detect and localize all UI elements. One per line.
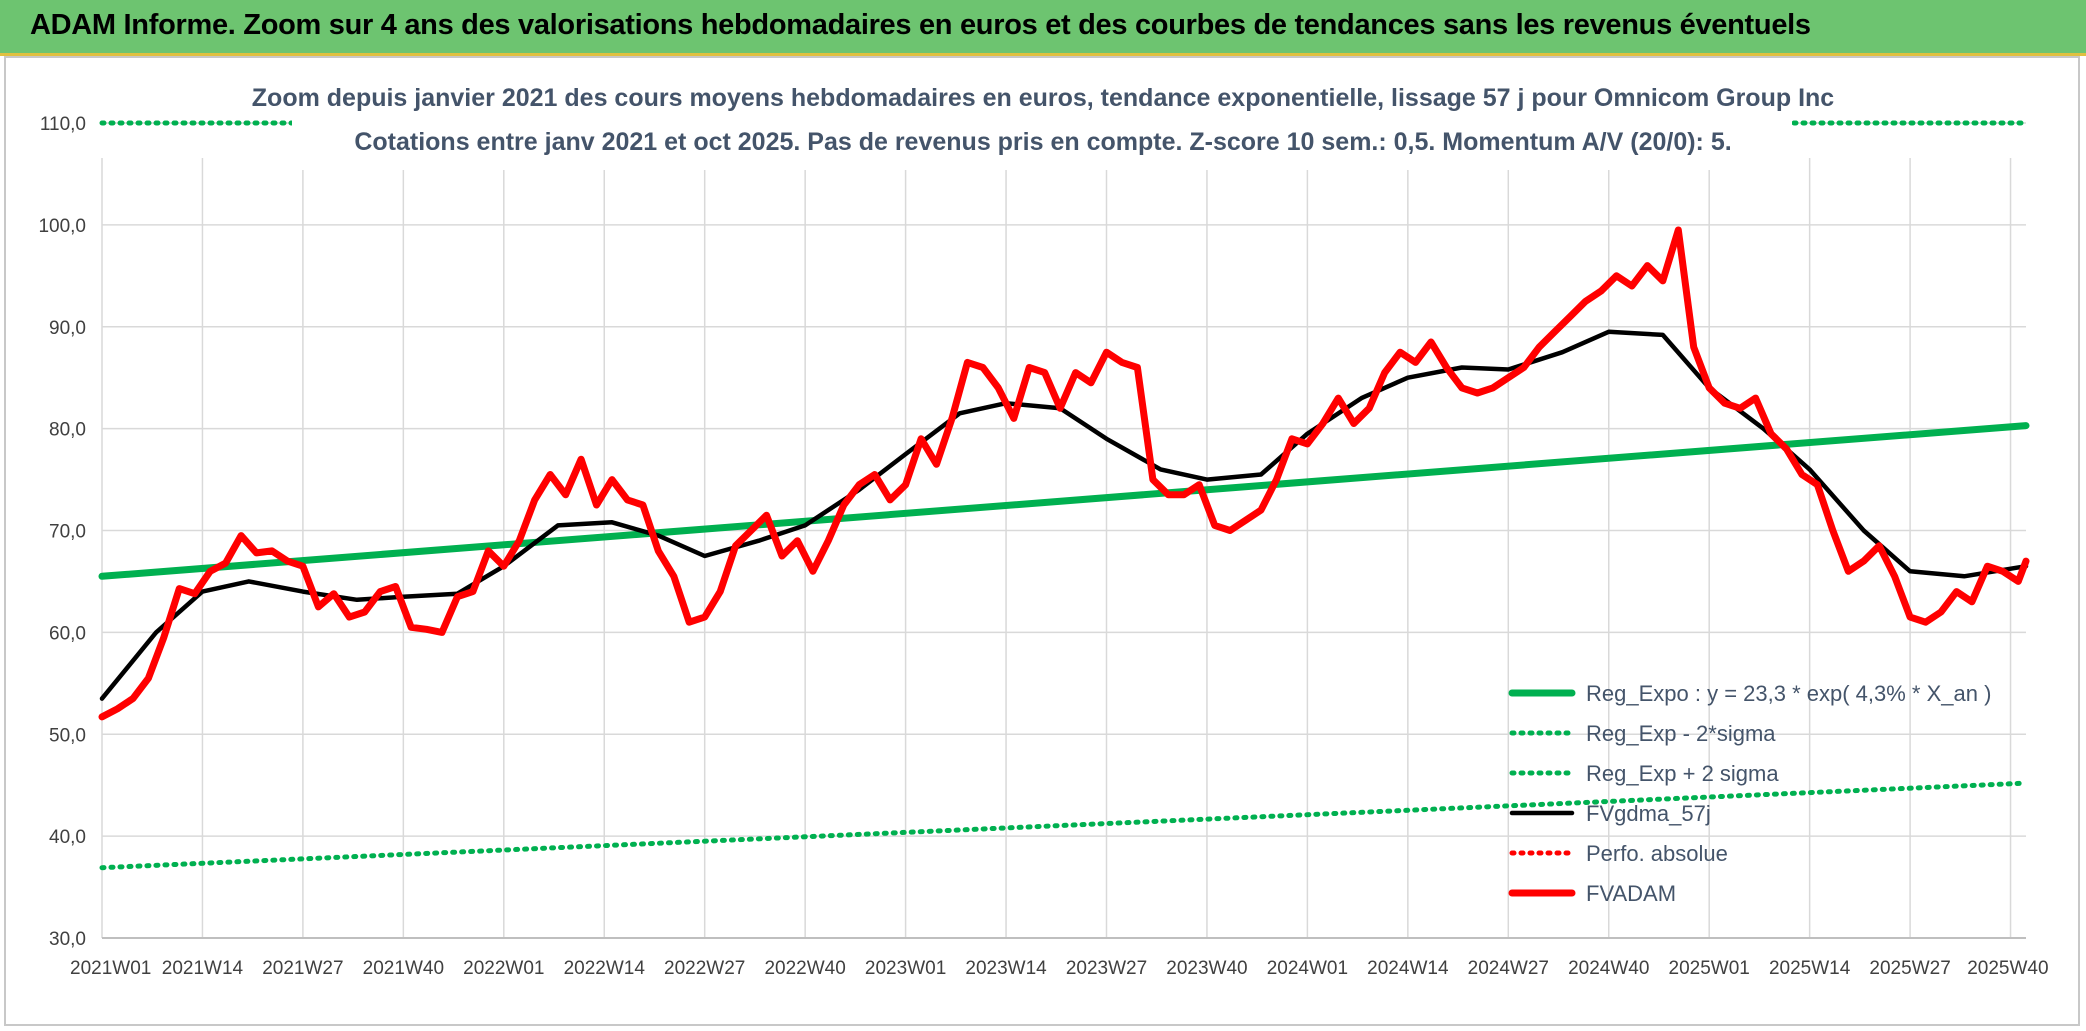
series-layer bbox=[98, 84, 2030, 871]
y-tick-label: 90,0 bbox=[49, 318, 86, 339]
report-title: ADAM Informe. Zoom sur 4 ans des valoris… bbox=[30, 9, 1811, 41]
legend-label-perfo: Perfo. absolue bbox=[1586, 841, 1728, 866]
x-tick-label: 2023W14 bbox=[965, 958, 1047, 979]
x-tick-label: 2024W14 bbox=[1367, 958, 1449, 979]
legend-label-reg_minus: Reg_Exp - 2*sigma bbox=[1586, 721, 1776, 746]
series-line-fvadam bbox=[98, 226, 2030, 721]
series-line-reg_minus bbox=[99, 780, 2029, 871]
x-tick-label: 2023W27 bbox=[1066, 958, 1147, 979]
chart-frame bbox=[4, 56, 2080, 1026]
x-tick-label: 2025W27 bbox=[1869, 958, 1950, 979]
legend-label-reg_plus: Reg_Exp + 2 sigma bbox=[1586, 761, 1779, 786]
axis-labels: 30,0 40,0 50,0 60,0 70,0 80,0 90,0 100,0 110,0 20… bbox=[38, 114, 2048, 979]
x-tick-label: 2025W14 bbox=[1769, 958, 1851, 979]
x-tick-label: 2023W40 bbox=[1166, 958, 1247, 979]
x-tick-label: 2021W14 bbox=[162, 958, 244, 979]
x-tick-label: 2024W40 bbox=[1568, 958, 1649, 979]
chart-title-line-2: Cotations entre janv 2021 et oct 2025. P… bbox=[354, 128, 1732, 156]
x-tick-label: 2021W40 bbox=[363, 958, 444, 979]
y-tick-label: 100,0 bbox=[38, 216, 86, 237]
x-tick-label: 2023W01 bbox=[865, 958, 946, 979]
x-tick-label: 2022W14 bbox=[564, 958, 646, 979]
x-tick-label: 2022W01 bbox=[463, 958, 544, 979]
y-tick-label: 50,0 bbox=[49, 725, 86, 746]
y-tick-label: 40,0 bbox=[49, 827, 86, 848]
x-tick-label: 2024W01 bbox=[1267, 958, 1348, 979]
x-tick-label: 2024W27 bbox=[1468, 958, 1549, 979]
x-tick-label: 2025W01 bbox=[1669, 958, 1750, 979]
series-line-reg_expo bbox=[98, 422, 2030, 580]
x-tick-label: 2022W40 bbox=[764, 958, 845, 979]
chart-title-line-1: Zoom depuis janvier 2021 des cours moyen… bbox=[251, 84, 1835, 112]
x-tick-label: 2021W01 bbox=[70, 958, 151, 979]
x-tick-label: 2025W40 bbox=[1967, 958, 2048, 979]
y-tick-label: 110,0 bbox=[40, 114, 86, 135]
legend-label-reg_expo: Reg_Expo : y = 23,3 * exp( 4,3% * X_an ) bbox=[1586, 681, 1991, 706]
y-tick-label: 70,0 bbox=[49, 522, 86, 543]
series-line-fvgdma bbox=[99, 329, 2029, 701]
x-tick-label: 2021W27 bbox=[262, 958, 343, 979]
legend: Reg_Expo : y = 23,3 * exp( 4,3% * X_an )… bbox=[1508, 681, 1991, 906]
title-backdrop bbox=[292, 84, 1792, 170]
y-tick-label: 60,0 bbox=[49, 623, 86, 644]
legend-label-fvgdma: FVgdma_57j bbox=[1586, 801, 1711, 826]
legend-label-fvadam: FVADAM bbox=[1586, 881, 1676, 906]
y-tick-label: 80,0 bbox=[49, 420, 86, 441]
header-bar: ADAM Informe. Zoom sur 4 ans des valoris… bbox=[0, 0, 2086, 56]
y-tick-label: 30,0 bbox=[49, 929, 86, 950]
grid-layer bbox=[101, 122, 2026, 939]
x-tick-label: 2022W27 bbox=[664, 958, 745, 979]
